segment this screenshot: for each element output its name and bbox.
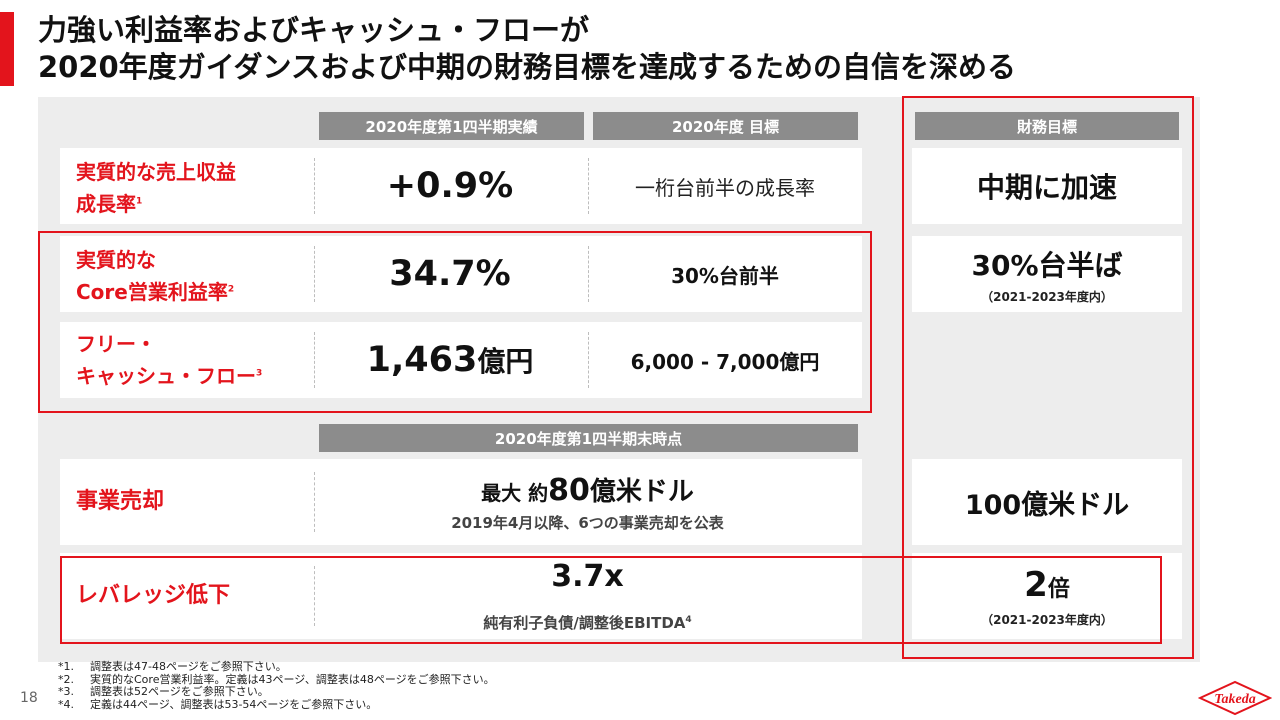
divider <box>588 158 589 214</box>
fcf-row-card <box>60 322 862 398</box>
title-line-2: 2020年度ガイダンスおよび中期の財務目標を達成するための自信を深める <box>38 50 1016 84</box>
title-accent-bar <box>0 12 14 86</box>
title-line-1: 力強い利益率およびキャッシュ・フローが <box>38 13 590 47</box>
margin-cashflow-highlight-box <box>38 231 872 413</box>
divider <box>314 566 315 626</box>
leverage-row-label: レバレッジ低下 <box>76 583 231 608</box>
revenue-goal-value: 中期に加速 <box>912 148 1182 224</box>
footnote-3: *3. 調整表は52ページをご参照下さい。 <box>58 685 269 698</box>
footnote-1: *1. 調整表は47-48ページをご参照下さい。 <box>58 660 287 673</box>
page-number: 18 <box>20 690 38 706</box>
divider <box>314 332 315 388</box>
divestiture-actual-value: 最大 約80億米ドル <box>481 473 694 508</box>
footnote-2: *2. 実質的なCore営業利益率。定義は43ページ、調整表は48ページをご参照下… <box>58 672 495 686</box>
leverage-actual-cell: 3.7x 純有利子負債/調整後EBITDA4 <box>315 553 860 639</box>
divestiture-actual-cell: 最大 約80億米ドル 2019年4月以降、6つの事業売却を公表 <box>315 459 860 545</box>
leverage-actual-value: 3.7x <box>551 559 624 594</box>
footnote-ref-4: 4 <box>685 615 692 625</box>
divestiture-row-label: 事業売却 <box>76 489 165 514</box>
fcf-actual-value: 1,463 億円 <box>366 340 534 380</box>
page-title: 力強い利益率およびキャッシュ・フローが 2020年度ガイダンスおよび中期の財務目… <box>38 12 1016 86</box>
leverage-highlight-box <box>60 556 1162 644</box>
leverage-actual-note: 純有利子負債/調整後EBITDA4 <box>483 614 692 632</box>
core-margin-row-label: 実質的な Core営業利益率2 <box>76 248 235 304</box>
footnote-ref-2: 2 <box>227 284 235 295</box>
revenue-target-value: 一桁台前半の成長率 <box>635 175 815 200</box>
divestiture-goal-value: 100億米ドル <box>912 459 1182 545</box>
divider <box>314 472 315 532</box>
divider <box>314 158 315 214</box>
header-q1-end: 2020年度第1四半期末時点 <box>319 424 858 452</box>
core-margin-actual-value: 34.7% <box>389 254 511 294</box>
core-margin-row-card <box>60 236 862 312</box>
revenue-row-label: 実質的な売上収益 成長率1 <box>76 160 236 216</box>
logo-wordmark: Takeda <box>1214 692 1255 707</box>
takeda-logo: Takeda <box>1197 678 1273 716</box>
leverage-row-card <box>60 553 862 639</box>
divider <box>314 246 315 302</box>
takeda-logo-mark: Takeda <box>1197 680 1273 716</box>
fcf-target-value: 6,000 - 7,000億円 <box>630 349 820 374</box>
header-q1-actual: 2020年度第1四半期実績 <box>319 112 584 140</box>
divestiture-actual-note: 2019年4月以降、6つの事業売却を公表 <box>451 514 724 532</box>
divider <box>588 246 589 302</box>
header-financial-target: 財務目標 <box>915 112 1179 140</box>
footnotes: *1. 調整表は47-48ページをご参照下さい。 *2. 実質的なCore営業利益率… <box>58 660 495 711</box>
core-margin-goal-period: （2021-2023年度内） <box>981 289 1113 304</box>
leverage-goal-card: 2倍 （2021-2023年度内） <box>912 553 1182 639</box>
divider <box>588 332 589 388</box>
footnote-ref-3: 3 <box>256 368 263 379</box>
financial-targets-highlight-box <box>902 96 1194 659</box>
revenue-row-card <box>60 148 862 224</box>
header-fy-target: 2020年度 目標 <box>593 112 858 140</box>
revenue-actual-value: +0.9% <box>386 166 514 206</box>
footnote-ref-1: 1 <box>136 196 143 207</box>
core-margin-goal-card: 30%台半ば （2021-2023年度内） <box>912 236 1182 312</box>
core-margin-goal-value: 30%台半ば <box>971 248 1123 282</box>
leverage-goal-value: 2倍 <box>1024 564 1070 605</box>
divestiture-row-card <box>60 459 862 545</box>
leverage-goal-period: （2021-2023年度内） <box>981 612 1113 627</box>
footnote-4: *4. 定義は44ページ、調整表は53-54ページをご参照下さい。 <box>58 697 378 711</box>
core-margin-target-value: 30%台前半 <box>671 263 779 288</box>
fcf-row-label: フリー・ キャッシュ・フロー3 <box>76 332 263 388</box>
